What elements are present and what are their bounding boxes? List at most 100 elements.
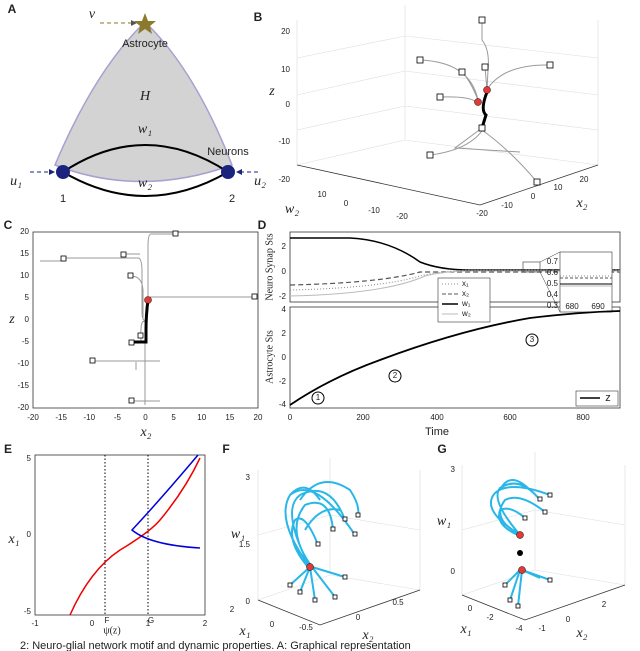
label: 4 bbox=[282, 305, 287, 314]
label: -4 bbox=[279, 400, 287, 409]
label: 2: Neuro-glial network motif and dynamic… bbox=[20, 640, 411, 651]
label: -20 bbox=[278, 175, 290, 184]
label: w₂ bbox=[461, 309, 471, 318]
label: -10 bbox=[17, 359, 29, 368]
label: 20 bbox=[580, 175, 589, 184]
label: H bbox=[139, 89, 151, 104]
label: 2 bbox=[282, 242, 287, 251]
equilibrium bbox=[144, 296, 152, 304]
label: -5 bbox=[114, 413, 122, 422]
nullcline bbox=[130, 454, 201, 549]
trajectory bbox=[40, 233, 255, 405]
label: 680 bbox=[565, 302, 579, 311]
label: 10 bbox=[281, 65, 290, 74]
label: 20 bbox=[20, 227, 29, 236]
panel-d bbox=[289, 231, 621, 409]
label: 2 bbox=[230, 605, 235, 614]
label: -2 bbox=[486, 613, 494, 622]
panel-a bbox=[30, 13, 258, 197]
label: 400 bbox=[430, 413, 444, 422]
label: 0 bbox=[286, 100, 291, 109]
label: 0.3 bbox=[547, 301, 559, 310]
neuron bbox=[221, 165, 235, 179]
edge bbox=[62, 171, 229, 197]
label: 0 bbox=[246, 597, 251, 606]
label: -20 bbox=[476, 209, 488, 218]
label: -0.5 bbox=[299, 623, 313, 632]
label: B bbox=[254, 10, 263, 24]
panel-g bbox=[461, 452, 626, 621]
label: Neurons bbox=[207, 146, 249, 158]
label: 0.4 bbox=[547, 290, 559, 299]
equilibrium bbox=[306, 563, 314, 571]
equilibrium bbox=[474, 98, 482, 106]
neuron bbox=[56, 165, 70, 179]
label: 0 bbox=[90, 619, 95, 628]
label: 2 bbox=[602, 600, 607, 609]
label: -2 bbox=[279, 377, 287, 386]
label: Time bbox=[425, 426, 449, 438]
box-grid bbox=[257, 458, 421, 601]
w2-curve bbox=[289, 270, 620, 297]
panel-e bbox=[34, 454, 206, 616]
edge bbox=[62, 144, 229, 173]
label: -5 bbox=[24, 607, 32, 616]
legend-box bbox=[437, 277, 491, 323]
label: 0 bbox=[25, 315, 30, 324]
label: A bbox=[8, 2, 17, 16]
label: -4 bbox=[515, 624, 523, 633]
label: -5 bbox=[22, 337, 30, 346]
label: v bbox=[89, 7, 96, 22]
zoom-box bbox=[522, 261, 541, 273]
label: 15 bbox=[20, 249, 29, 258]
label: 800 bbox=[576, 413, 590, 422]
label: 2 bbox=[203, 619, 208, 628]
equilibrium bbox=[483, 86, 491, 94]
axis bbox=[296, 164, 599, 206]
label: G bbox=[148, 616, 154, 625]
nullcline bbox=[69, 457, 201, 616]
label: 20 bbox=[281, 27, 290, 36]
label: F bbox=[105, 616, 110, 625]
label: 1 bbox=[146, 619, 151, 628]
axis bbox=[257, 589, 421, 626]
label: Astrocyte Sts bbox=[264, 330, 275, 384]
label: 3 bbox=[451, 465, 456, 474]
box-grid bbox=[296, 5, 599, 166]
label: x₂ bbox=[575, 626, 587, 641]
label: -20 bbox=[17, 403, 29, 412]
label: 10 bbox=[554, 183, 563, 192]
label: w₁ bbox=[461, 299, 471, 308]
label: 0.5 bbox=[392, 598, 404, 607]
label: w₁ bbox=[231, 527, 245, 542]
label: 20 bbox=[254, 413, 263, 422]
label: 10 bbox=[318, 190, 327, 199]
label: -10 bbox=[501, 201, 513, 210]
label: w₁ bbox=[437, 514, 451, 529]
axes-box bbox=[34, 454, 206, 616]
label: 0 bbox=[356, 613, 361, 622]
label: 2 bbox=[229, 193, 235, 205]
panel-b bbox=[296, 5, 599, 206]
label: x₁ bbox=[238, 624, 250, 639]
panel-c bbox=[32, 230, 259, 409]
label: z bbox=[8, 312, 15, 327]
label: 0 bbox=[27, 530, 32, 539]
label: -1 bbox=[31, 619, 39, 628]
z-curve bbox=[289, 310, 621, 406]
label: 5 bbox=[27, 454, 32, 463]
label: 3 bbox=[530, 335, 535, 344]
label: F bbox=[222, 442, 229, 456]
label: 1.5 bbox=[239, 540, 251, 549]
label: 3 bbox=[246, 473, 251, 482]
x2-curve bbox=[289, 271, 620, 286]
label: 0 bbox=[288, 413, 293, 422]
label: 690 bbox=[591, 302, 605, 311]
label: 0 bbox=[566, 615, 571, 624]
label: -10 bbox=[278, 137, 290, 146]
label: 0 bbox=[282, 267, 287, 276]
trajectory bbox=[489, 479, 551, 607]
astrocyte-domain bbox=[54, 20, 233, 183]
trajectory-final bbox=[480, 91, 489, 129]
